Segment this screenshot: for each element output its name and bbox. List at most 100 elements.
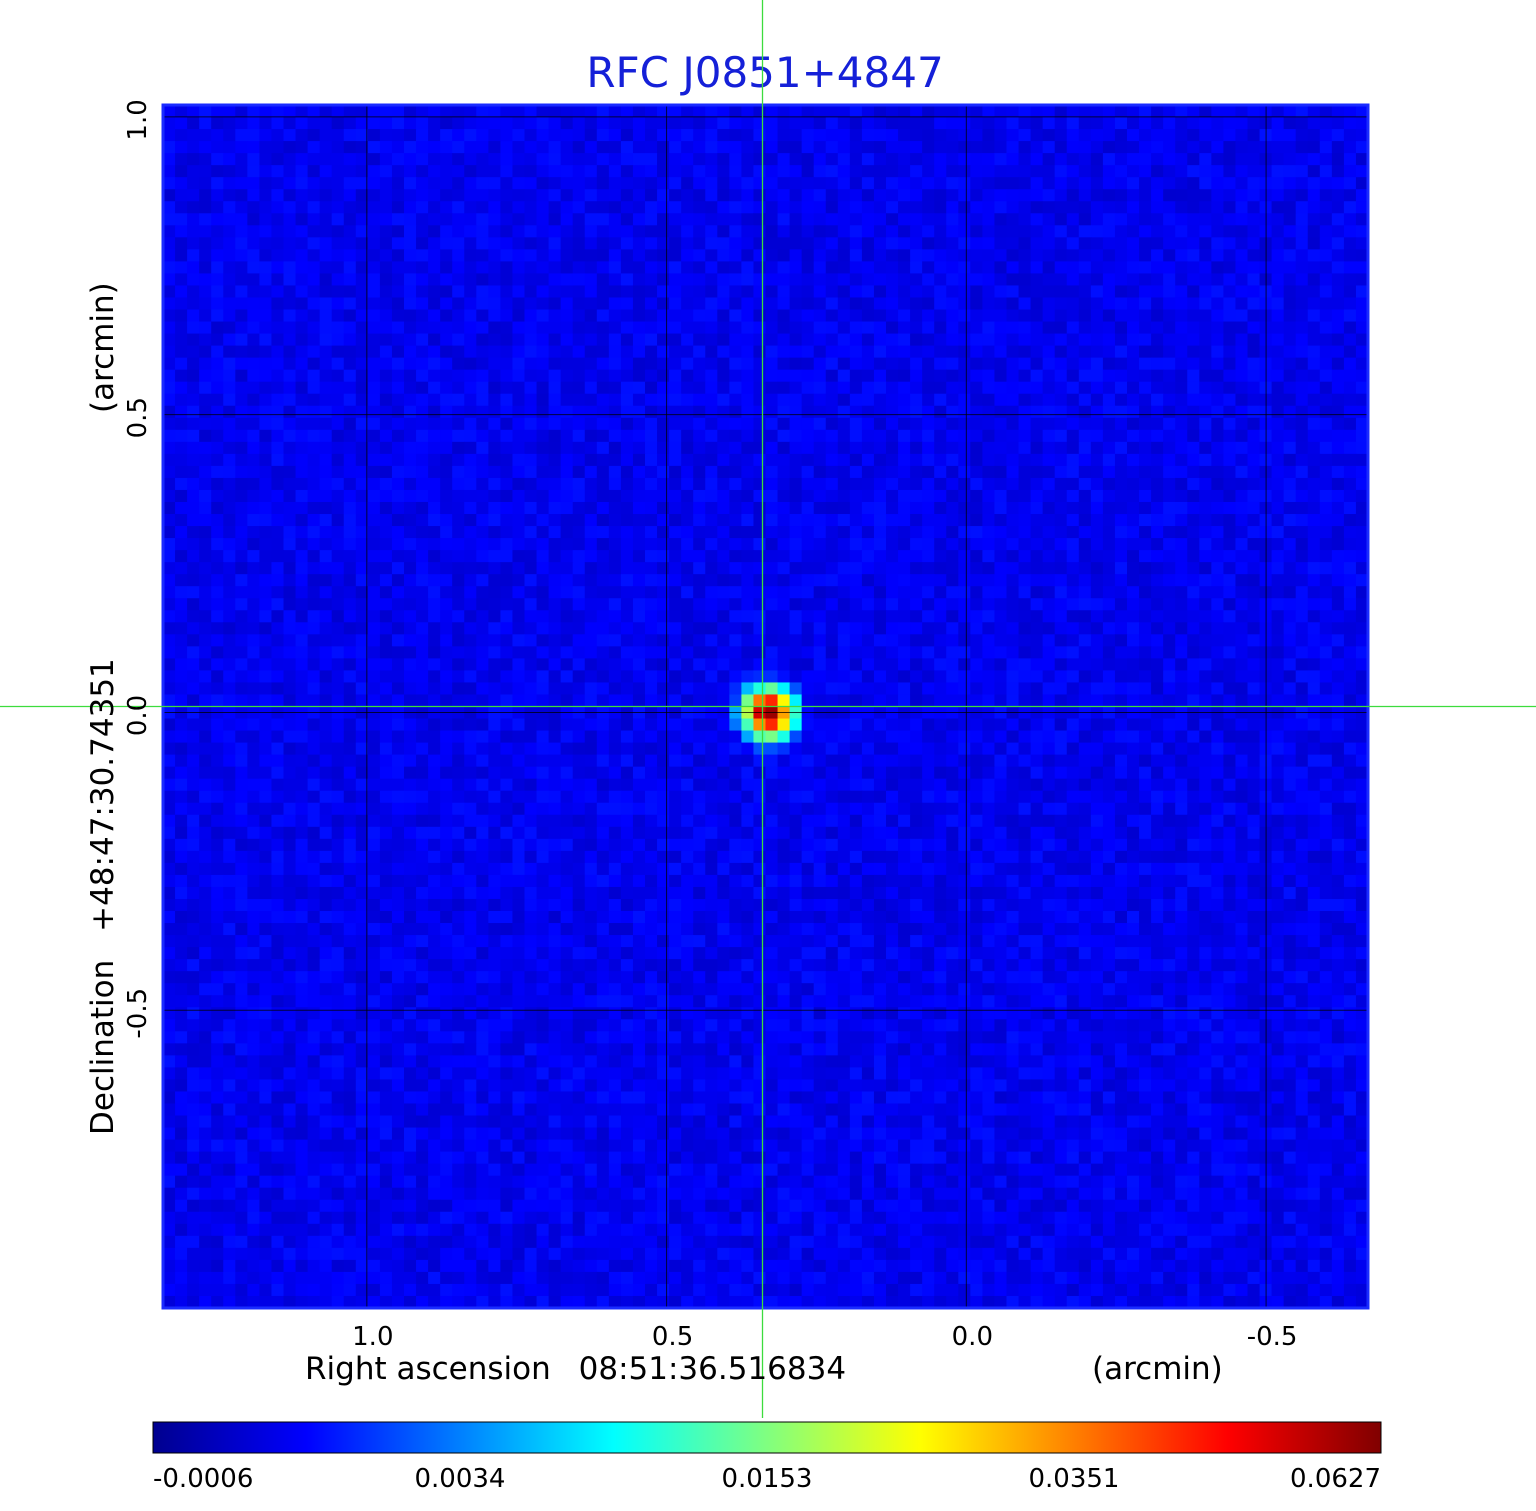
- image-pixel: [1271, 309, 1285, 323]
- image-pixel: [1247, 453, 1261, 467]
- image-pixel: [1139, 586, 1152, 599]
- image-pixel: [608, 381, 622, 395]
- image-pixel: [1331, 249, 1345, 262]
- image-pixel: [524, 477, 538, 491]
- image-pixel: [693, 273, 706, 287]
- image-pixel: [512, 429, 526, 443]
- image-pixel: [1295, 321, 1309, 335]
- image-pixel: [1355, 501, 1368, 515]
- image-pixel: [548, 550, 562, 563]
- image-pixel: [873, 213, 887, 226]
- image-pixel: [1139, 393, 1152, 407]
- image-pixel: [777, 550, 791, 563]
- image-pixel: [343, 550, 357, 563]
- image-pixel: [512, 550, 526, 563]
- image-pixel: [1163, 562, 1176, 575]
- image-pixel: [500, 321, 514, 335]
- image-pixel: [524, 369, 538, 383]
- image-pixel: [1355, 550, 1368, 563]
- image-pixel: [488, 105, 501, 118]
- image-pixel: [163, 477, 176, 491]
- image-pixel: [1295, 237, 1309, 250]
- image-pixel: [488, 117, 501, 130]
- image-pixel: [934, 201, 947, 214]
- image-pixel: [1054, 129, 1068, 142]
- image-pixel: [717, 273, 730, 287]
- image-pixel: [1235, 670, 1249, 684]
- image-pixel: [922, 105, 935, 118]
- image-pixel: [1127, 682, 1140, 696]
- image-pixel: [283, 465, 297, 479]
- image-pixel: [1078, 670, 1092, 684]
- image-pixel: [1030, 658, 1044, 672]
- image-pixel: [1175, 297, 1188, 311]
- image-pixel: [873, 477, 887, 491]
- image-pixel: [1295, 213, 1309, 226]
- image-pixel: [873, 189, 887, 202]
- image-pixel: [645, 550, 658, 563]
- image-pixel: [283, 381, 297, 395]
- image-pixel: [1127, 129, 1140, 142]
- image-pixel: [416, 201, 429, 214]
- image-pixel: [1102, 393, 1116, 407]
- image-pixel: [1343, 153, 1357, 166]
- image-pixel: [789, 610, 803, 623]
- image-pixel: [1139, 477, 1152, 491]
- image-pixel: [1211, 501, 1224, 515]
- image-pixel: [1247, 117, 1261, 130]
- image-pixel: [1355, 165, 1368, 178]
- image-pixel: [187, 646, 200, 659]
- image-pixel: [1199, 489, 1212, 503]
- image-pixel: [596, 393, 610, 407]
- image-pixel: [307, 273, 321, 287]
- image-pixel: [428, 501, 441, 515]
- image-pixel: [934, 381, 947, 395]
- image-pixel: [199, 117, 212, 130]
- image-pixel: [391, 441, 405, 455]
- image-pixel: [1114, 646, 1128, 659]
- image-pixel: [1271, 177, 1285, 190]
- image-pixel: [1283, 670, 1297, 684]
- image-pixel: [223, 526, 236, 539]
- image-pixel: [440, 309, 453, 323]
- image-pixel: [1018, 670, 1032, 684]
- image-pixel: [693, 646, 706, 659]
- image-pixel: [729, 213, 742, 226]
- image-pixel: [295, 694, 309, 708]
- image-pixel: [777, 574, 791, 587]
- image-pixel: [705, 309, 718, 323]
- image-pixel: [331, 213, 345, 226]
- image-pixel: [1102, 285, 1116, 299]
- image-pixel: [898, 345, 911, 359]
- image-pixel: [777, 694, 791, 708]
- image-pixel: [175, 586, 188, 599]
- image-pixel: [596, 165, 610, 178]
- image-pixel: [1078, 117, 1092, 130]
- image-pixel: [946, 538, 959, 551]
- image-pixel: [464, 501, 477, 515]
- image-pixel: [391, 610, 405, 623]
- image-pixel: [1151, 646, 1164, 659]
- image-pixel: [175, 117, 188, 130]
- image-pixel: [1030, 117, 1044, 130]
- image-pixel: [1199, 129, 1212, 142]
- image-pixel: [705, 646, 718, 659]
- image-pixel: [391, 381, 405, 395]
- image-pixel: [705, 694, 718, 708]
- image-pixel: [1102, 610, 1116, 623]
- image-pixel: [693, 574, 706, 587]
- image-pixel: [259, 273, 273, 287]
- image-pixel: [1054, 562, 1068, 575]
- image-pixel: [560, 129, 574, 142]
- image-pixel: [295, 381, 309, 395]
- image-pixel: [367, 381, 381, 395]
- image-pixel: [1331, 429, 1345, 443]
- image-pixel: [1030, 610, 1044, 623]
- image-pixel: [632, 165, 646, 178]
- image-pixel: [343, 225, 357, 238]
- image-pixel: [765, 453, 779, 467]
- image-pixel: [1319, 682, 1333, 696]
- image-pixel: [283, 117, 297, 130]
- image-pixel: [464, 526, 477, 539]
- image-pixel: [1187, 489, 1200, 503]
